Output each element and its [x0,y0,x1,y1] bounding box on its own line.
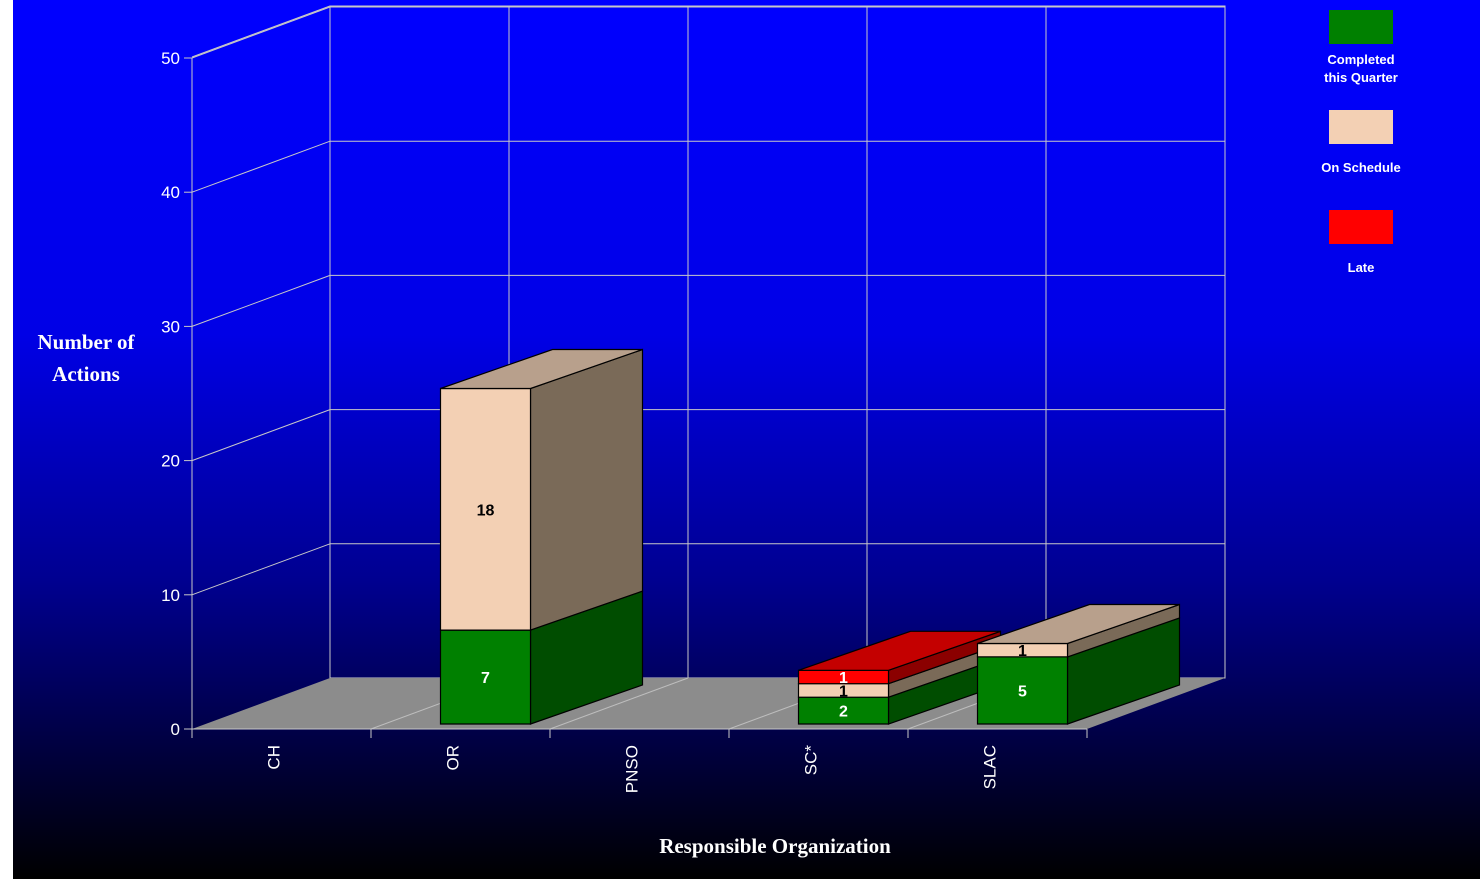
legend-swatch-1 [1329,110,1393,144]
x-tick-label: OR [444,745,463,771]
data-label: 2 [839,704,848,721]
gridline-side-40 [191,140,331,193]
gridline-side-20 [191,409,331,462]
y-tick-label-0: 0 [171,720,180,739]
bars [439,348,1181,725]
data-label: 1 [1018,643,1027,660]
legend-swatch-2 [1329,210,1393,244]
y-axis-title: Number of [37,330,135,354]
bar-top-SC* [798,630,1001,671]
legend-label: this Quarter [1324,70,1398,85]
legend-swatch-0 [1329,10,1393,44]
bar-top-OR [440,348,643,390]
y-axis-title: Actions [52,362,120,386]
gridlines [191,6,1226,678]
gridline-side-10 [191,543,331,596]
y-tick-label-50: 50 [161,49,180,68]
chart-walls [191,5,1226,679]
data-label: 7 [481,670,490,687]
axis-titles: Number of Actions Responsible Organization [37,330,891,858]
chart-frame: 0 10 20 30 40 50 CH OR PNSO SC* SLAC 7 18 2 1 1 5 1 Numb… [13,0,1480,879]
axes: 0 10 20 30 40 50 CH OR PNSO SC* SLAC [161,49,1088,793]
data-label: 1 [839,683,848,700]
gridline-side-50 [191,6,331,59]
legend-label: On Schedule [1321,160,1400,175]
x-tick-label: CH [265,745,284,770]
legend-label: Late [1348,260,1375,275]
x-axis-title: Responsible Organization [659,834,891,858]
bar-side-OR [529,348,644,631]
floor-divider-2 [549,677,689,730]
x-tick-label: SC* [802,745,821,776]
legend: Completed this Quarter On Schedule Late [1321,10,1401,275]
y-tick-label-20: 20 [161,452,180,471]
data-label: 1 [839,670,848,687]
y-tick-label-40: 40 [161,183,180,202]
bar-top-SLAC [977,603,1180,645]
x-tick-label: SLAC [981,745,1000,789]
y-tick-label-30: 30 [161,317,180,336]
y-tick-label-10: 10 [161,586,180,605]
gridline-side-30 [191,274,331,327]
x-tick-label: PNSO [623,745,642,793]
data-label: 18 [477,502,495,519]
side-wall-edge [191,5,331,58]
legend-label: Completed [1327,52,1394,67]
data-label: 5 [1018,683,1027,700]
